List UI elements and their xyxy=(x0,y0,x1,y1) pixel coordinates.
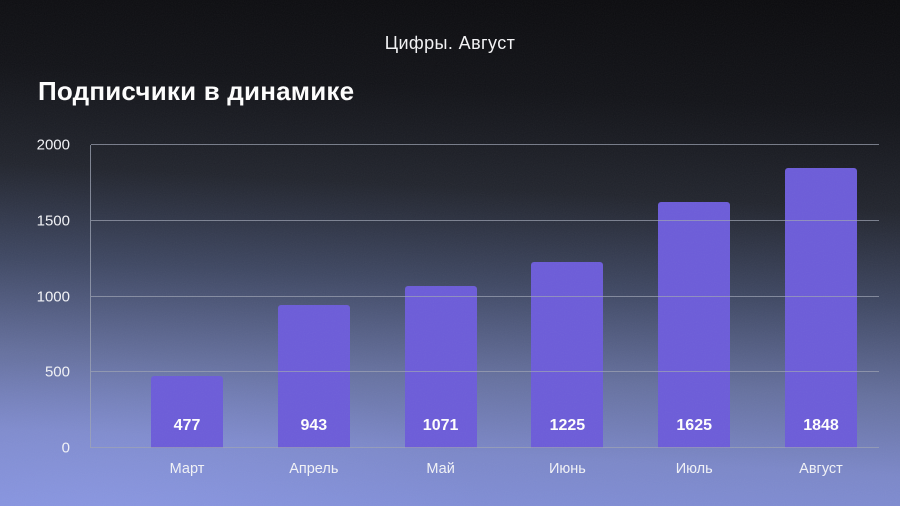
y-axis: 0 500 1000 1500 2000 xyxy=(0,137,80,457)
x-axis-label: Апрель xyxy=(289,461,339,477)
bar-slot: 1848 Август xyxy=(784,145,857,477)
bars-row: 477 Март 943 Апрель 1071 Май 1225 Июнь 1625 Июль 1… xyxy=(91,145,879,477)
bar-value-label: 477 xyxy=(173,417,201,434)
bar-slot: 477 Март xyxy=(151,145,223,477)
y-tick-label: 1500 xyxy=(36,212,70,230)
bar: 943 xyxy=(277,305,350,448)
gridline xyxy=(91,144,879,145)
bar-value-label: 1071 xyxy=(422,417,459,434)
plot-area: 477 Март 943 Апрель 1071 Май 1225 Июнь 1625 Июль 1… xyxy=(90,144,879,477)
bar-slot: 1071 Май xyxy=(404,145,477,477)
y-tick-label: 2000 xyxy=(36,136,70,154)
bar: 1625 xyxy=(658,201,731,448)
x-axis-label: Июль xyxy=(675,461,713,477)
x-axis-label: Август xyxy=(799,461,843,477)
bar-value-label: 1225 xyxy=(549,417,586,434)
gridline xyxy=(91,447,879,448)
bar: 1848 xyxy=(784,168,857,448)
bar: 477 xyxy=(151,375,223,448)
bar-value-label: 1625 xyxy=(676,417,712,434)
y-tick-label: 0 xyxy=(61,439,70,457)
bar-slot: 943 Апрель xyxy=(277,145,350,477)
bar-slot: 1625 Июль xyxy=(658,145,731,477)
x-axis-label: Май xyxy=(426,461,455,477)
x-axis-label: Март xyxy=(169,461,205,477)
gridline xyxy=(91,219,879,221)
bar-value-label: 943 xyxy=(300,417,328,434)
y-tick-label: 500 xyxy=(44,363,70,381)
bar-value-label: 1848 xyxy=(803,417,839,434)
x-axis-label: Июнь xyxy=(548,461,586,477)
bar: 1071 xyxy=(404,285,477,448)
bar-slot: 1225 Июнь xyxy=(531,145,604,477)
bar: 1225 xyxy=(531,262,604,448)
gridline xyxy=(91,371,879,373)
slide-kicker: Цифры. Август xyxy=(384,33,516,53)
page-title: Подписчики в динамике xyxy=(38,76,355,106)
y-tick-label: 1000 xyxy=(36,288,70,305)
gridline xyxy=(91,295,879,297)
